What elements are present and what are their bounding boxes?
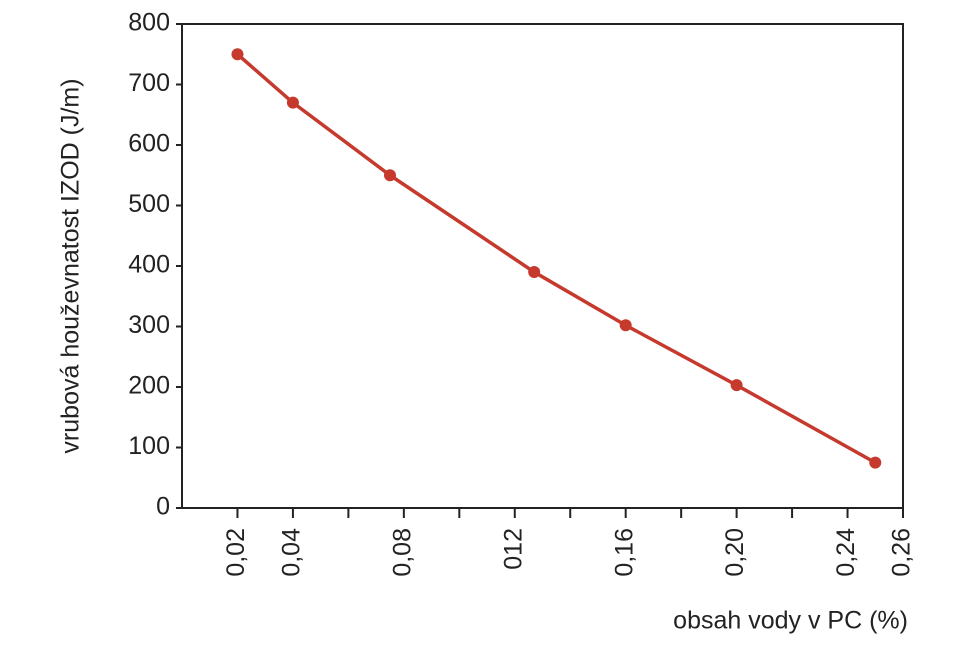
y-tick-label: 600 <box>128 130 170 158</box>
x-tick-label: 0,24 <box>832 528 860 577</box>
x-axis-label: obsah vody v PC (%) <box>673 607 908 635</box>
y-tick-label: 500 <box>128 190 170 218</box>
data-point <box>528 266 541 279</box>
x-tick-label: 0,08 <box>388 528 416 577</box>
y-tick-label: 100 <box>128 432 170 460</box>
data-point <box>869 456 882 469</box>
x-tick-label: 0,20 <box>721 528 749 577</box>
y-tick-label: 400 <box>128 251 170 279</box>
y-tick-label: 700 <box>128 69 170 97</box>
x-tick-label: 0,02 <box>222 528 250 577</box>
y-axis-label: vrubová houževnatost IZOD (J/m) <box>57 78 85 453</box>
y-tick-label: 800 <box>128 9 170 37</box>
y-tick-label: 300 <box>128 311 170 339</box>
data-point <box>619 319 632 332</box>
plot-frame <box>181 23 904 509</box>
x-tick-label: 0,16 <box>610 528 638 577</box>
y-tick-label: 200 <box>128 372 170 400</box>
x-tick-label: 0,26 <box>888 528 916 577</box>
x-tick-label: 0,04 <box>278 528 306 577</box>
data-point <box>286 96 299 109</box>
y-tick-label: 0 <box>156 493 170 521</box>
series-line <box>236 52 877 465</box>
data-point <box>231 48 244 61</box>
data-point <box>730 379 743 392</box>
x-tick-label: 012 <box>499 528 527 570</box>
data-point <box>383 169 396 182</box>
